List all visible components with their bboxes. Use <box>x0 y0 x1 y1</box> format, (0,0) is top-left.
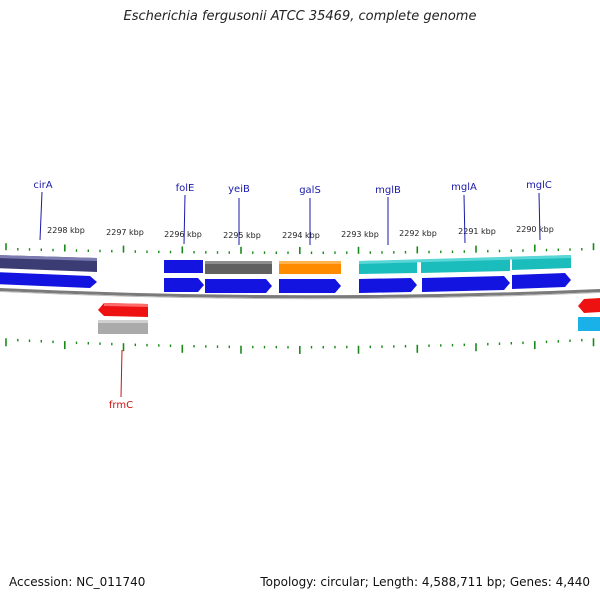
cds-arrow-mglC <box>512 273 571 289</box>
gene-label-mglC: mglC <box>526 180 552 191</box>
scale-label: 2293 kbp <box>341 230 379 239</box>
genome-backbone <box>0 287 600 299</box>
scale-label: 2294 kbp <box>282 231 320 240</box>
cds-arrow-cirA <box>0 272 97 288</box>
feature-block-shade <box>98 320 148 323</box>
scale-label: 2291 kbp <box>458 227 496 236</box>
feature-block-shade <box>205 261 272 264</box>
scale-label: 2297 kbp <box>106 228 144 237</box>
scale-label: 2298 kbp <box>47 226 85 235</box>
cds-arrow-yeiB <box>205 279 272 293</box>
scale-labels: 2298 kbp 2297 kbp 2296 kbp 2295 kbp 2294… <box>47 225 554 240</box>
genome-backbone-highlight <box>0 290 600 300</box>
feature-block-yeiB <box>205 261 272 274</box>
map-title: Escherichia fergusonii ATCC 35469, compl… <box>123 9 477 24</box>
gene-label-mglA: mglA <box>451 182 477 193</box>
feature-block-shade <box>279 261 341 264</box>
leader-line-mglC <box>538 192 541 241</box>
cds-reverse-row <box>98 298 600 334</box>
feature-block-shade <box>0 255 97 261</box>
cds-forward-row <box>0 272 571 293</box>
gene-label-mglB: mglB <box>375 185 401 196</box>
tick-row-bottom <box>5 338 595 354</box>
tick-row-top <box>5 243 595 254</box>
feature-row-outer <box>0 255 571 274</box>
scale-label: 2295 kbp <box>223 231 261 240</box>
gene-label-folE: folE <box>176 183 195 194</box>
leader-line-frmC <box>120 349 123 398</box>
accession-text: Accession: NC_011740 <box>9 575 146 589</box>
leader-line-cirA <box>39 191 43 241</box>
gene-label-yeiB: yeiB <box>228 184 250 195</box>
gene-label-galS: galS <box>299 185 321 196</box>
feature-block-shade <box>104 303 148 307</box>
feature-block-shade <box>359 255 571 264</box>
leader-line-mglA <box>463 194 466 244</box>
gene-labels: cirA folE yeiB galS mglB mglA mglC frmC <box>33 180 552 411</box>
feature-block-galS <box>279 261 341 274</box>
scale-label: 2290 kbp <box>516 225 554 234</box>
cds-arrow-edge-right <box>578 298 600 313</box>
feature-block-edge-right <box>578 317 600 331</box>
feature-block-frmC-outer <box>98 320 148 334</box>
label-lines <box>39 191 541 398</box>
gene-label-frmC: frmC <box>109 400 133 411</box>
cds-arrow-galS <box>279 279 341 293</box>
cds-arrow-mglB <box>359 278 417 293</box>
feature-block-folE <box>164 260 203 273</box>
feature-block-mglA <box>421 258 510 273</box>
leader-line-folE <box>183 194 186 245</box>
cds-arrow-mglA <box>422 276 510 292</box>
cds-arrow-folE <box>164 278 204 292</box>
scale-label: 2292 kbp <box>399 229 437 238</box>
scale-label: 2296 kbp <box>164 230 202 239</box>
topology-summary: Topology: circular; Length: 4,588,711 bp… <box>260 575 590 589</box>
gene-label-cirA: cirA <box>33 180 52 191</box>
